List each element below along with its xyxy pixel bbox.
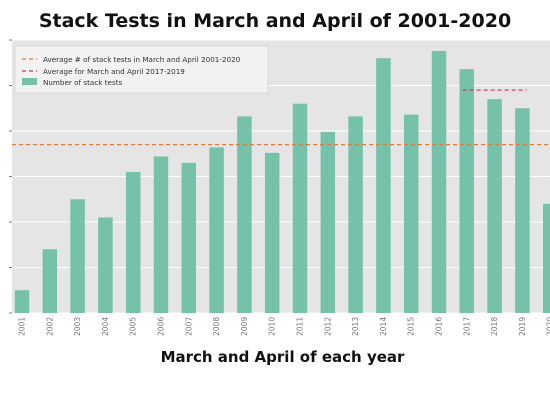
bar-2018 <box>487 99 502 314</box>
reference-lines <box>12 89 550 146</box>
bar-2013 <box>348 116 363 313</box>
bar-2006 <box>153 156 169 313</box>
bars <box>14 50 550 314</box>
x-tick-label-2005: 2005 <box>129 317 138 336</box>
x-tick-label-2017: 2017 <box>462 317 471 336</box>
x-tick-label-2009: 2009 <box>240 317 249 336</box>
bar-2010 <box>264 152 280 313</box>
x-tick-label-2018: 2018 <box>490 317 499 336</box>
x-tick-label-2001: 2001 <box>18 317 27 336</box>
x-tick-label-2016: 2016 <box>435 317 444 336</box>
x-tick-label-2019: 2019 <box>518 317 527 336</box>
bar-2020 <box>542 203 550 313</box>
bar-2004 <box>98 217 113 313</box>
bar-2005 <box>125 171 141 313</box>
bar-2016 <box>431 50 447 314</box>
x-tick-label-2004: 2004 <box>101 317 110 336</box>
x-tick-label-2007: 2007 <box>184 317 193 336</box>
x-tick-label-2002: 2002 <box>45 317 54 336</box>
chart-title: Stack Tests in March and April of 2001-2… <box>38 10 512 32</box>
bar-2007 <box>181 162 197 313</box>
legend-label-overall-average: Average # of stack tests in March and Ap… <box>43 55 241 64</box>
bar-2008 <box>209 147 224 313</box>
x-tick-label-2015: 2015 <box>407 317 416 336</box>
bar-2011 <box>292 103 308 313</box>
bar-2014 <box>376 58 391 314</box>
bar-2015 <box>403 114 419 314</box>
bar-2003 <box>70 199 85 313</box>
x-tick-label-2012: 2012 <box>323 317 332 336</box>
legend: Average # of stack tests in March and Ap… <box>14 45 269 94</box>
bar-2012 <box>320 131 336 313</box>
x-tick-label-2010: 2010 <box>268 317 277 336</box>
x-axis-tick-labels: 2001 2002 2003 2004 2005 2006 2007 2008 2009 2010… <box>18 317 550 336</box>
legend-box <box>14 45 269 94</box>
legend-label-recent-average: Average for March and April 2017-2019 <box>43 67 185 76</box>
x-tick-label-2014: 2014 <box>379 317 388 336</box>
x-axis-title: March and April of each year <box>160 348 405 366</box>
bar-2001 <box>14 290 30 313</box>
x-tick-label-2020: 2020 <box>546 317 550 336</box>
bar-2017 <box>459 69 475 314</box>
legend-marker-bars <box>22 78 37 85</box>
x-tick-label-2013: 2013 <box>351 317 360 336</box>
x-tick-label-2006: 2006 <box>157 317 166 336</box>
x-tick-label-2003: 2003 <box>73 317 82 336</box>
y-axis-ticks <box>9 39 12 314</box>
legend-label-bars: Number of stack tests <box>43 78 123 87</box>
bar-2019 <box>515 108 530 313</box>
bar-2002 <box>42 249 58 313</box>
bar-2009 <box>237 116 252 313</box>
x-tick-label-2011: 2011 <box>296 317 305 336</box>
x-tick-label-2008: 2008 <box>212 317 221 336</box>
